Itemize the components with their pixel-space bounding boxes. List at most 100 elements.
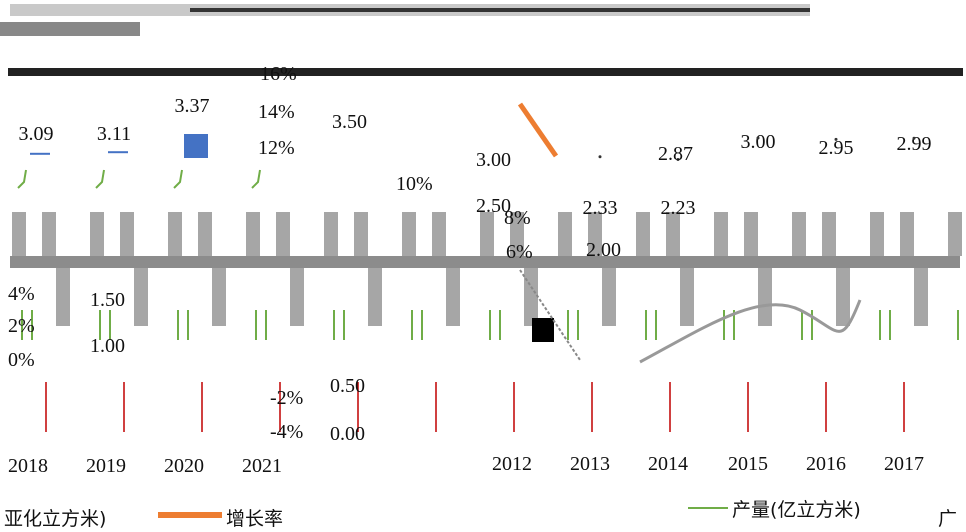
x-label-2013: 2013 xyxy=(570,453,610,475)
x-label-2014: 2014 xyxy=(648,453,688,475)
data-label: 2.99 xyxy=(897,133,932,155)
data-label: 2.33 xyxy=(583,197,618,219)
right-chart-tick: 3.00 xyxy=(476,149,511,171)
legend-right-tail: 广 xyxy=(938,508,957,530)
data-label: 2.95 xyxy=(819,137,854,159)
gray-bar xyxy=(680,268,694,326)
gray-bar xyxy=(666,212,680,256)
left-axis-tick: -2% xyxy=(270,387,303,409)
gray-bar xyxy=(324,212,338,256)
gray-bar xyxy=(402,212,416,256)
gray-bar xyxy=(168,212,182,256)
bar-2020 xyxy=(184,134,208,158)
point-2014 xyxy=(676,158,680,162)
gray-bar xyxy=(42,212,56,256)
gray-bar xyxy=(948,212,962,256)
data-label: 3.00 xyxy=(741,131,776,153)
gray-bar xyxy=(602,268,616,326)
gray-bar xyxy=(870,212,884,256)
right-axis-tick: 1.00 xyxy=(90,335,125,357)
gray-bar xyxy=(290,268,304,326)
gray-bar xyxy=(12,212,26,256)
gray-bar xyxy=(134,268,148,326)
gray-bar xyxy=(744,212,758,256)
x-label-2021: 2021 xyxy=(242,455,282,477)
data-label: 3.09 xyxy=(19,123,54,145)
gray-bar xyxy=(246,212,260,256)
gray-bar xyxy=(636,212,650,256)
gray-bar xyxy=(446,268,460,326)
x-label-2020: 2020 xyxy=(164,455,204,477)
x-label-2015: 2015 xyxy=(728,453,768,475)
top-band xyxy=(8,68,963,76)
data-label: 3.37 xyxy=(175,95,210,117)
gray-bar xyxy=(480,212,494,256)
right-axis-tick: 1.50 xyxy=(90,289,125,311)
x-label-2017: 2017 xyxy=(884,453,924,475)
x-label-2012: 2012 xyxy=(492,453,532,475)
x-label-2018: 2018 xyxy=(8,455,48,477)
upper-tick-label: 14% xyxy=(258,101,295,123)
gray-bar xyxy=(212,268,226,326)
point-2017 xyxy=(912,136,916,140)
green-stroke xyxy=(17,169,27,189)
gray-bar xyxy=(510,212,524,256)
dark-block xyxy=(532,318,554,342)
gray-bar xyxy=(822,212,836,256)
x-label-2016: 2016 xyxy=(806,453,846,475)
right-chart: 2.33 2.23 3.00 2.95 2.99 2.87 3.50 3.00 2.50 2.00… xyxy=(332,102,932,364)
gray-bar xyxy=(354,212,368,256)
left-axis-tick: 4% xyxy=(8,283,35,305)
gray-bar xyxy=(836,268,850,326)
dashed-diagonal xyxy=(519,269,581,361)
legend: 亚化立方米) 增长率 产量(亿立方米) 广 xyxy=(4,499,957,530)
gray-bar xyxy=(368,268,382,326)
green-stroke xyxy=(251,169,261,189)
pct-tick: 6% xyxy=(506,241,533,263)
gray-bar xyxy=(914,268,928,326)
gray-bar xyxy=(90,212,104,256)
green-stroke xyxy=(95,169,105,189)
upper-label: 2.87 xyxy=(658,143,693,165)
gray-bar xyxy=(432,212,446,256)
x-axis-right: 2012 2013 2014 2015 2016 2017 xyxy=(492,453,924,475)
gray-curve xyxy=(639,299,862,364)
upper-tick-label: 10% xyxy=(396,173,433,195)
gray-bar xyxy=(758,268,772,326)
legend-right-label: 产量(亿立方米) xyxy=(732,499,861,521)
right-chart-tick: 2.00 xyxy=(586,239,621,261)
x-axis-left: 2018 2019 2020 2021 xyxy=(8,455,282,477)
gray-bar xyxy=(714,212,728,256)
point-2013 xyxy=(598,155,602,159)
bar-2019 xyxy=(108,151,128,154)
upper-label: 3.50 xyxy=(332,111,367,133)
header-noise xyxy=(0,4,810,36)
upper-tick-label: 16% xyxy=(260,63,297,85)
gray-bar xyxy=(56,268,70,326)
legend-left-label: 亚化立方米) xyxy=(4,508,106,530)
legend-mid-label: 增长率 xyxy=(226,508,283,530)
right-axis-tick: 0.50 xyxy=(330,375,365,397)
left-chart: 3.09 3.11 3.37 16% 14% 12% 10% 4% 2% 0% -2% -4% 1.50… xyxy=(8,63,433,445)
gray-bar xyxy=(120,212,134,256)
data-label: 3.11 xyxy=(97,123,131,145)
gray-bar xyxy=(900,212,914,256)
right-axis-tick: 0.00 xyxy=(330,423,365,445)
pct-tick: 8% xyxy=(504,207,531,229)
gray-bar xyxy=(524,268,538,326)
right-chart-tick: 2.50 xyxy=(476,195,511,217)
point-2016 xyxy=(834,137,838,141)
gray-bar xyxy=(276,212,290,256)
left-axis-tick: -4% xyxy=(270,421,303,443)
gray-bar xyxy=(792,212,806,256)
point-2015 xyxy=(756,136,760,140)
gray-bar xyxy=(588,212,602,256)
gray-band-horizontal xyxy=(10,256,960,268)
data-label: 2.23 xyxy=(661,197,696,219)
orange-line xyxy=(517,102,559,158)
left-axis-tick: 2% xyxy=(8,315,35,337)
gray-bar-band xyxy=(10,212,962,432)
gray-bar xyxy=(198,212,212,256)
x-label-2019: 2019 xyxy=(86,455,126,477)
